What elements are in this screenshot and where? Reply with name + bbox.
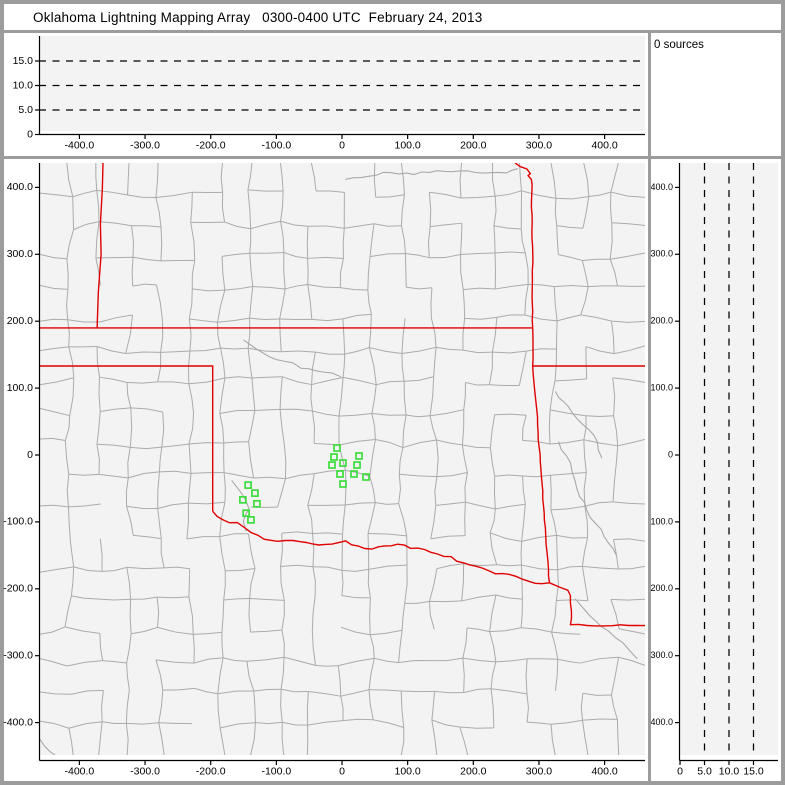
lma-station-marker xyxy=(339,480,347,488)
ns-x-ticks: 0 5.0 10.0 15.0 xyxy=(677,760,764,777)
lma-station-marker xyxy=(253,499,261,508)
lma-station-marker xyxy=(328,461,336,469)
state-border-texas-panhandle xyxy=(39,365,214,512)
lma-station-marker xyxy=(350,470,358,478)
lma-station-marker xyxy=(355,452,363,460)
y-tick-label: -100.0 xyxy=(647,516,673,526)
y-tick-label: 100.0 xyxy=(7,382,33,394)
plot-area-altitude-ew[interactable] xyxy=(39,36,645,131)
x-tick-label: 100.0 xyxy=(395,765,421,777)
lma-station-marker xyxy=(339,459,347,467)
x-tick-label: -300.0 xyxy=(130,765,160,777)
map-x-ticks: -400.0 -300.0 -200.0 -100.0 0 100.0 200.0 300.0… xyxy=(65,760,618,777)
y-tick-label: -300.0 xyxy=(647,650,673,660)
x-tick-label: -200.0 xyxy=(196,139,226,151)
y-tick-label: 5.0 xyxy=(18,104,33,116)
x-tick-label: -200.0 xyxy=(196,765,226,777)
x-tick-label: 100.0 xyxy=(395,139,421,151)
y-tick-label: 100.0 xyxy=(650,382,673,392)
y-tick-label: 400.0 xyxy=(650,182,673,192)
state-border-texas-arkansas xyxy=(549,582,645,627)
y-tick-label: -100.0 xyxy=(3,516,33,528)
y-tick-label: -400.0 xyxy=(3,716,33,728)
x-tick-label: 200.0 xyxy=(460,139,486,151)
title-bar: Oklahoma Lightning Mapping Array 0300-04… xyxy=(4,4,781,30)
x-tick-label: -400.0 xyxy=(65,139,95,151)
source-count-label: 0 sources xyxy=(654,39,704,51)
page-title: Oklahoma Lightning Mapping Array 0300-04… xyxy=(33,9,483,25)
map-y-ticks: 400.0 300.0 200.0 100.0 0 -100.0 -200.0 -300.0 -… xyxy=(3,181,40,728)
x-tick-label: 400.0 xyxy=(591,139,617,151)
y-tick-label: 0 xyxy=(27,449,33,461)
lma-station-marker xyxy=(247,516,255,524)
x-tick-label: -300.0 xyxy=(130,139,160,151)
y-tick-label: 400.0 xyxy=(7,181,33,193)
x-tick-label: 0 xyxy=(339,765,345,777)
state-border-colorado-kansas xyxy=(96,163,104,328)
y-tick-label: -300.0 xyxy=(3,649,33,661)
lma-station-marker xyxy=(336,470,344,478)
y-tick-label: 300.0 xyxy=(650,249,673,259)
altitude-gridlines-ns xyxy=(703,163,755,755)
y-tick-label: -200.0 xyxy=(647,583,673,593)
x-tick-label: 0 xyxy=(339,139,345,151)
x-tick-label: 10.0 xyxy=(719,765,740,777)
x-tick-label: 5.0 xyxy=(697,765,712,777)
ew-y-ticks: 0 5.0 10.0 15.0 xyxy=(13,55,40,140)
lma-station-marker xyxy=(330,453,338,461)
x-tick-label: 15.0 xyxy=(743,765,764,777)
x-tick-label: 400.0 xyxy=(591,765,617,777)
panel-source-count: 0 sources xyxy=(651,33,781,156)
x-tick-label: -100.0 xyxy=(261,139,291,151)
state-border-east xyxy=(514,163,551,583)
y-tick-label: -200.0 xyxy=(3,583,33,595)
y-tick-label: 200.0 xyxy=(7,315,33,327)
y-tick-label: 200.0 xyxy=(650,316,673,326)
x-tick-label: -400.0 xyxy=(65,765,95,777)
x-tick-label: 300.0 xyxy=(526,139,552,151)
lma-station-marker xyxy=(244,481,252,489)
ew-x-ticks: -400.0 -300.0 -200.0 -100.0 0 100.0 200.0 300.0… xyxy=(65,134,618,151)
x-tick-label: 0 xyxy=(677,765,683,777)
y-tick-label: 300.0 xyxy=(7,248,33,260)
y-tick-label: 15.0 xyxy=(13,55,34,67)
lma-station-marker xyxy=(362,473,370,481)
y-tick-label: 0 xyxy=(27,128,33,140)
river-lines xyxy=(39,168,638,755)
state-borders xyxy=(39,163,645,627)
ns-y-ticks: 400.0 300.0 200.0 100.0 0 -100.0 -200.0 -300.0 -… xyxy=(647,182,680,727)
y-tick-label: 0 xyxy=(668,449,673,459)
lma-station-marker xyxy=(353,461,361,469)
lma-station-marker xyxy=(242,509,251,518)
y-tick-label: 10.0 xyxy=(13,79,34,91)
x-tick-label: 300.0 xyxy=(526,765,552,777)
lma-station-marker xyxy=(239,495,247,504)
state-border-red-river xyxy=(212,510,550,585)
lma-station-markers xyxy=(239,444,370,524)
x-tick-label: 200.0 xyxy=(460,765,486,777)
map-layers xyxy=(39,163,645,755)
lma-station-marker xyxy=(333,444,341,452)
y-tick-label: -400.0 xyxy=(647,717,673,727)
lma-station-marker xyxy=(251,489,259,497)
x-tick-label: -100.0 xyxy=(261,765,291,777)
altitude-gridlines-ew xyxy=(39,60,645,111)
